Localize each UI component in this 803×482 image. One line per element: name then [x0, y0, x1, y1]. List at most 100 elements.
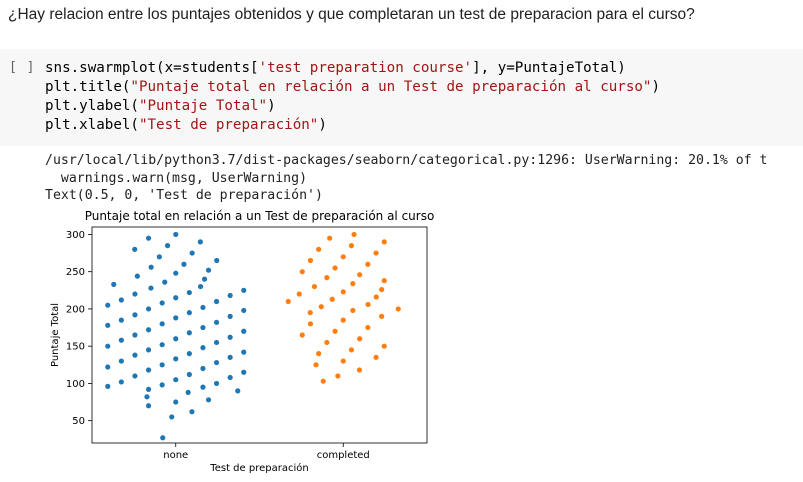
output-line: warnings.warn(msg, UserWarning)	[45, 170, 308, 186]
swarm-point-completed	[340, 289, 346, 295]
swarm-point-completed	[327, 235, 333, 241]
swarm-point-completed	[313, 362, 319, 368]
code-line: plt.xlabel("Test de preparación")	[45, 116, 660, 135]
swarm-point-none	[105, 343, 111, 349]
swarm-point-none	[213, 380, 220, 387]
swarm-point-none	[145, 367, 152, 373]
swarm-point-none	[132, 352, 138, 358]
code-editor[interactable]: sns.swarmplot(x=students['test preparati…	[45, 59, 660, 135]
swarm-point-none	[235, 388, 241, 394]
swarm-point-completed	[311, 283, 318, 290]
swarm-point-none	[159, 362, 165, 368]
question-text: ¿Hay relacion entre los puntajes obtenid…	[8, 6, 695, 23]
swarm-point-completed	[316, 351, 322, 357]
run-cell-button[interactable]: [ ]	[9, 60, 36, 75]
y-tick-label: 300	[66, 230, 85, 241]
swarm-point-none	[201, 276, 208, 282]
code-string: "Puntaje Total"	[138, 98, 268, 114]
swarm-point-completed	[307, 257, 314, 264]
swarm-point-none	[200, 324, 206, 331]
swarm-point-none	[173, 399, 179, 405]
swarm-point-completed	[381, 278, 387, 284]
chart-title: Puntaje total en relación a un Test de p…	[85, 209, 435, 223]
swarm-point-completed	[329, 296, 335, 302]
output-line: /usr/local/lib/python3.7/dist-packages/s…	[45, 153, 768, 168]
swarm-point-completed	[348, 347, 355, 353]
swarm-point-none	[159, 342, 165, 348]
swarm-point-none	[156, 254, 162, 260]
swarm-point-completed	[351, 231, 357, 238]
swarm-point-none	[241, 328, 247, 334]
swarm-point-none	[159, 300, 165, 306]
swarm-point-completed	[332, 265, 338, 271]
swarm-point-none	[227, 354, 233, 360]
swarm-point-completed	[373, 250, 379, 256]
swarm-point-none	[186, 351, 192, 357]
code-token: )	[267, 98, 276, 114]
swarm-point-none	[173, 295, 179, 301]
swarm-point-completed	[324, 275, 330, 281]
swarm-point-none	[118, 358, 124, 364]
swarm-point-none	[227, 334, 233, 340]
swarm-point-none	[185, 389, 191, 395]
swarm-point-completed	[332, 328, 338, 334]
swarm-point-none	[241, 287, 247, 293]
swarm-point-none	[105, 364, 111, 370]
swarm-point-none	[227, 313, 233, 319]
swarm-point-completed	[299, 332, 305, 338]
x-axis-label: Test de preparación	[209, 462, 308, 474]
swarm-point-completed	[373, 354, 379, 360]
code-token: sns.swarmplot(x=students[	[45, 60, 259, 76]
swarm-point-none	[173, 315, 179, 321]
swarm-point-completed	[348, 243, 355, 249]
swarm-point-none	[111, 281, 117, 287]
swarm-point-none	[118, 297, 124, 303]
swarm-point-none	[173, 356, 179, 362]
swarm-point-none	[213, 298, 220, 305]
swarm-point-completed	[296, 291, 302, 297]
swarm-point-none	[181, 261, 187, 267]
swarm-point-none	[118, 317, 124, 323]
swarm-point-none	[148, 285, 154, 291]
swarm-point-none	[148, 264, 154, 270]
swarm-point-none	[132, 291, 138, 297]
swarm-point-none	[241, 369, 247, 375]
swarm-point-completed	[357, 336, 363, 342]
code-cell[interactable]: [ ] sns.swarmplot(x=students['test prepa…	[0, 49, 803, 146]
swarm-point-none	[213, 339, 220, 346]
swarm-point-none	[214, 257, 220, 264]
swarm-point-completed	[357, 272, 363, 278]
swarm-point-completed	[365, 261, 371, 267]
swarm-point-none	[145, 306, 152, 312]
swarm-point-none	[200, 365, 206, 372]
y-tick-label: 100	[66, 379, 85, 390]
swarm-point-completed	[365, 324, 371, 331]
swarm-point-none	[105, 302, 111, 308]
swarm-point-completed	[350, 281, 356, 287]
code-string: 'test preparation course'	[258, 60, 473, 76]
swarm-point-completed	[316, 246, 322, 252]
swarm-point-none	[145, 235, 152, 241]
swarm-point-none	[145, 347, 152, 353]
swarm-point-completed	[340, 358, 346, 364]
code-line: plt.title("Puntaje total en relación a u…	[45, 78, 660, 97]
swarm-point-none	[169, 414, 175, 420]
swarm-point-completed	[318, 304, 324, 310]
output-line: Text(0.5, 0, 'Test de preparación')	[45, 188, 323, 203]
swarm-point-none	[213, 359, 220, 366]
swarm-point-completed	[381, 343, 387, 349]
swarm-point-completed	[324, 339, 330, 346]
swarm-point-none	[227, 374, 233, 381]
swarm-point-completed	[335, 373, 341, 379]
swarm-point-completed	[320, 378, 326, 384]
swarm-point-none	[227, 292, 233, 299]
swarm-point-completed	[356, 367, 363, 373]
swarm-point-completed	[350, 307, 356, 314]
swarm-point-none	[189, 409, 195, 415]
swarm-point-none	[186, 289, 192, 296]
swarm-point-none	[145, 386, 152, 392]
swarm-plot-svg: Puntaje total en relación a un Test de p…	[50, 209, 435, 474]
swarm-point-completed	[379, 313, 385, 319]
swarm-point-none	[213, 319, 220, 325]
swarm-point-none	[132, 373, 138, 379]
